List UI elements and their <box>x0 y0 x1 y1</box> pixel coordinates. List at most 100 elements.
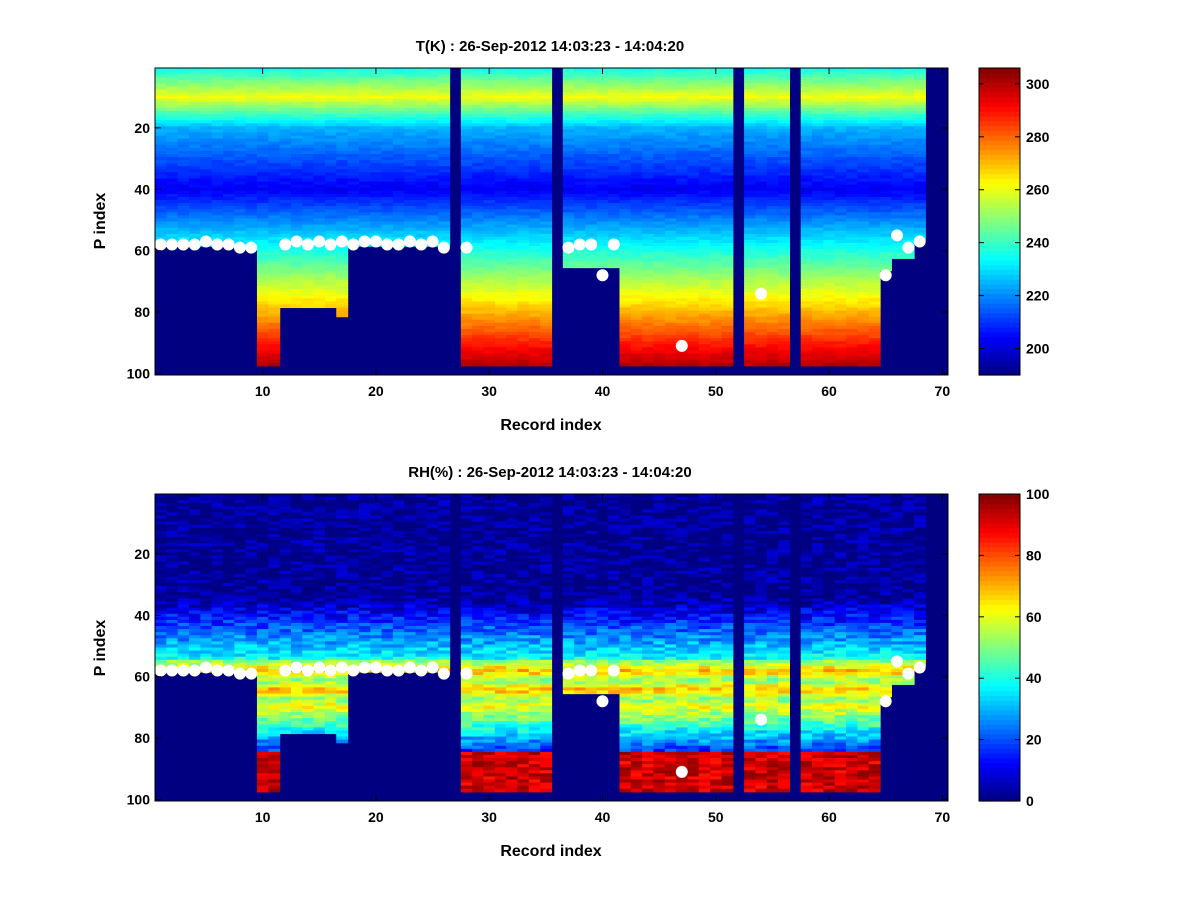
heatmap-cell <box>596 141 609 146</box>
heatmap-cell <box>336 101 349 106</box>
heatmap-cell <box>200 126 213 130</box>
heatmap-cell <box>698 163 711 167</box>
heatmap-cell <box>574 187 587 192</box>
heatmap-cell <box>630 328 643 333</box>
heatmap-cell <box>868 104 881 109</box>
heatmap-cell <box>426 132 439 137</box>
heatmap-cell <box>290 190 303 195</box>
heatmap-cell <box>506 313 519 318</box>
heatmap-cell <box>834 298 847 302</box>
heatmap-cell <box>857 117 870 121</box>
heatmap-cell <box>313 141 326 146</box>
heatmap-cell <box>800 276 813 281</box>
heatmap-cell <box>200 74 213 78</box>
heatmap-cell <box>630 319 643 324</box>
heatmap-cell <box>200 80 213 84</box>
heatmap-cell <box>812 252 824 256</box>
heatmap-cell <box>392 101 405 106</box>
heatmap-cell <box>200 203 213 207</box>
heatmap-cell <box>392 83 405 88</box>
heatmap-cell <box>438 86 451 91</box>
heatmap-cell <box>324 282 337 287</box>
heatmap-cell <box>596 83 609 88</box>
heatmap-cell <box>245 141 258 146</box>
heatmap-cell <box>664 249 677 253</box>
heatmap-cell <box>868 147 881 152</box>
heatmap-cell <box>166 172 179 177</box>
heatmap-cell <box>744 144 757 149</box>
heatmap-cell <box>823 126 836 130</box>
heatmap-cell <box>687 350 700 355</box>
heatmap-cell <box>302 141 315 146</box>
heatmap-cell <box>155 175 167 180</box>
heatmap-cell <box>358 144 371 149</box>
heatmap-cell <box>222 169 235 173</box>
heatmap-cell <box>596 175 609 180</box>
heatmap-cell <box>891 147 904 152</box>
heatmap-cell <box>313 117 326 121</box>
heatmap-cell <box>676 196 689 201</box>
heatmap-cell <box>483 319 496 324</box>
heatmap-cell <box>902 126 915 130</box>
heatmap-cell <box>290 181 303 186</box>
heatmap-cell <box>256 163 269 167</box>
heatmap-cell <box>177 209 190 213</box>
heatmap-cell <box>483 252 496 256</box>
heatmap-cell <box>211 157 224 161</box>
heatmap-cell <box>619 80 632 84</box>
heatmap-cell <box>766 227 779 232</box>
heatmap-cell <box>619 126 632 130</box>
heatmap-cell <box>222 187 235 192</box>
heatmap-cell <box>744 310 757 315</box>
heatmap-cell <box>268 175 281 180</box>
heatmap-cell <box>755 230 768 235</box>
heatmap-cell <box>506 203 519 207</box>
heatmap-cell <box>268 209 281 213</box>
heatmap-cell <box>698 193 711 198</box>
heatmap-cell <box>472 332 485 336</box>
heatmap-cell <box>698 178 711 183</box>
heatmap-cell <box>664 218 677 223</box>
heatmap-cell <box>494 138 507 143</box>
heatmap-cell <box>313 212 326 216</box>
heatmap-cell <box>540 319 553 324</box>
heatmap-cell <box>528 285 541 290</box>
heatmap-cell <box>290 227 303 232</box>
heatmap-cell <box>642 332 655 336</box>
heatmap-cell <box>619 261 632 266</box>
heatmap-cell <box>664 335 677 339</box>
heatmap-cell <box>880 74 892 78</box>
heatmap-cell <box>472 86 485 91</box>
heatmap-cell <box>472 279 485 284</box>
heatmap-cell <box>268 344 281 348</box>
heatmap-cell <box>664 196 677 201</box>
heatmap-cell <box>834 83 847 88</box>
heatmap-cell <box>370 157 383 161</box>
heatmap-cell <box>834 301 847 305</box>
heatmap-cell <box>687 196 700 201</box>
heatmap-cell <box>630 270 643 275</box>
heatmap-cell <box>358 98 371 103</box>
heatmap-cell <box>392 206 405 210</box>
heatmap-cell <box>653 249 666 253</box>
heatmap-cell <box>528 157 541 161</box>
heatmap-cell <box>256 157 269 161</box>
heatmap-cell <box>155 209 167 213</box>
heatmap-cell <box>313 153 326 158</box>
heatmap-cell <box>812 144 824 149</box>
heatmap-cell <box>494 356 507 361</box>
heatmap-cell <box>710 341 723 345</box>
heatmap-cell <box>540 206 553 210</box>
heatmap-cell <box>846 86 858 91</box>
heatmap-cell <box>710 83 723 88</box>
heatmap-cell <box>483 322 496 327</box>
heatmap-cell <box>483 123 496 127</box>
heatmap-cell <box>404 104 417 109</box>
heatmap-cell <box>370 181 383 186</box>
heatmap-cell <box>868 258 881 263</box>
heatmap-cell <box>302 181 315 186</box>
heatmap-cell <box>834 215 847 220</box>
heatmap-cell <box>528 181 541 186</box>
heatmap-cell <box>562 181 575 186</box>
heatmap-cell <box>710 255 723 259</box>
